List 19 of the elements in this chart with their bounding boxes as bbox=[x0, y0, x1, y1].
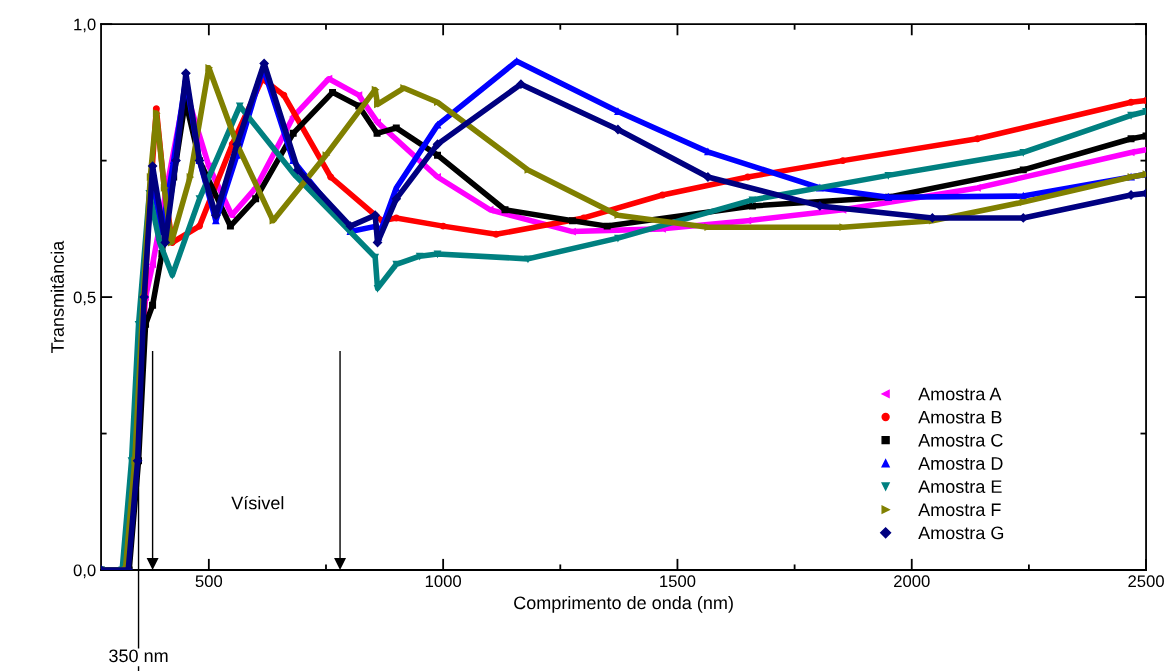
x-tick-label: 2000 bbox=[894, 575, 930, 588]
x-axis-title: Comprimento de onda (nm) bbox=[514, 595, 733, 613]
legend-label: Amostra D bbox=[918, 457, 1003, 470]
legend-label: Amostra B bbox=[918, 410, 1002, 424]
y-tick-label: 0,5 bbox=[73, 291, 96, 306]
x-tick-label: 500 bbox=[195, 575, 223, 588]
legend-label: Amostra F bbox=[918, 503, 1001, 517]
y-tick-label: 1,0 bbox=[74, 18, 96, 33]
ref-line-label: 350 nm bbox=[109, 649, 168, 663]
legend-label: Amostra E bbox=[918, 480, 1002, 493]
legend-label: Amostra G bbox=[918, 526, 1004, 540]
x-tick-label: 1000 bbox=[425, 575, 462, 588]
x-tick-label: 1500 bbox=[660, 575, 696, 588]
legend-label: Amostra A bbox=[918, 387, 1002, 401]
x-tick-label: 2500 bbox=[1128, 575, 1164, 588]
legend-label: Amostra C bbox=[918, 433, 1003, 447]
y-axis-title: Transmitância bbox=[50, 240, 64, 354]
annotation: Vísivel bbox=[231, 495, 284, 510]
y-tick-label: 0,0 bbox=[73, 564, 96, 579]
